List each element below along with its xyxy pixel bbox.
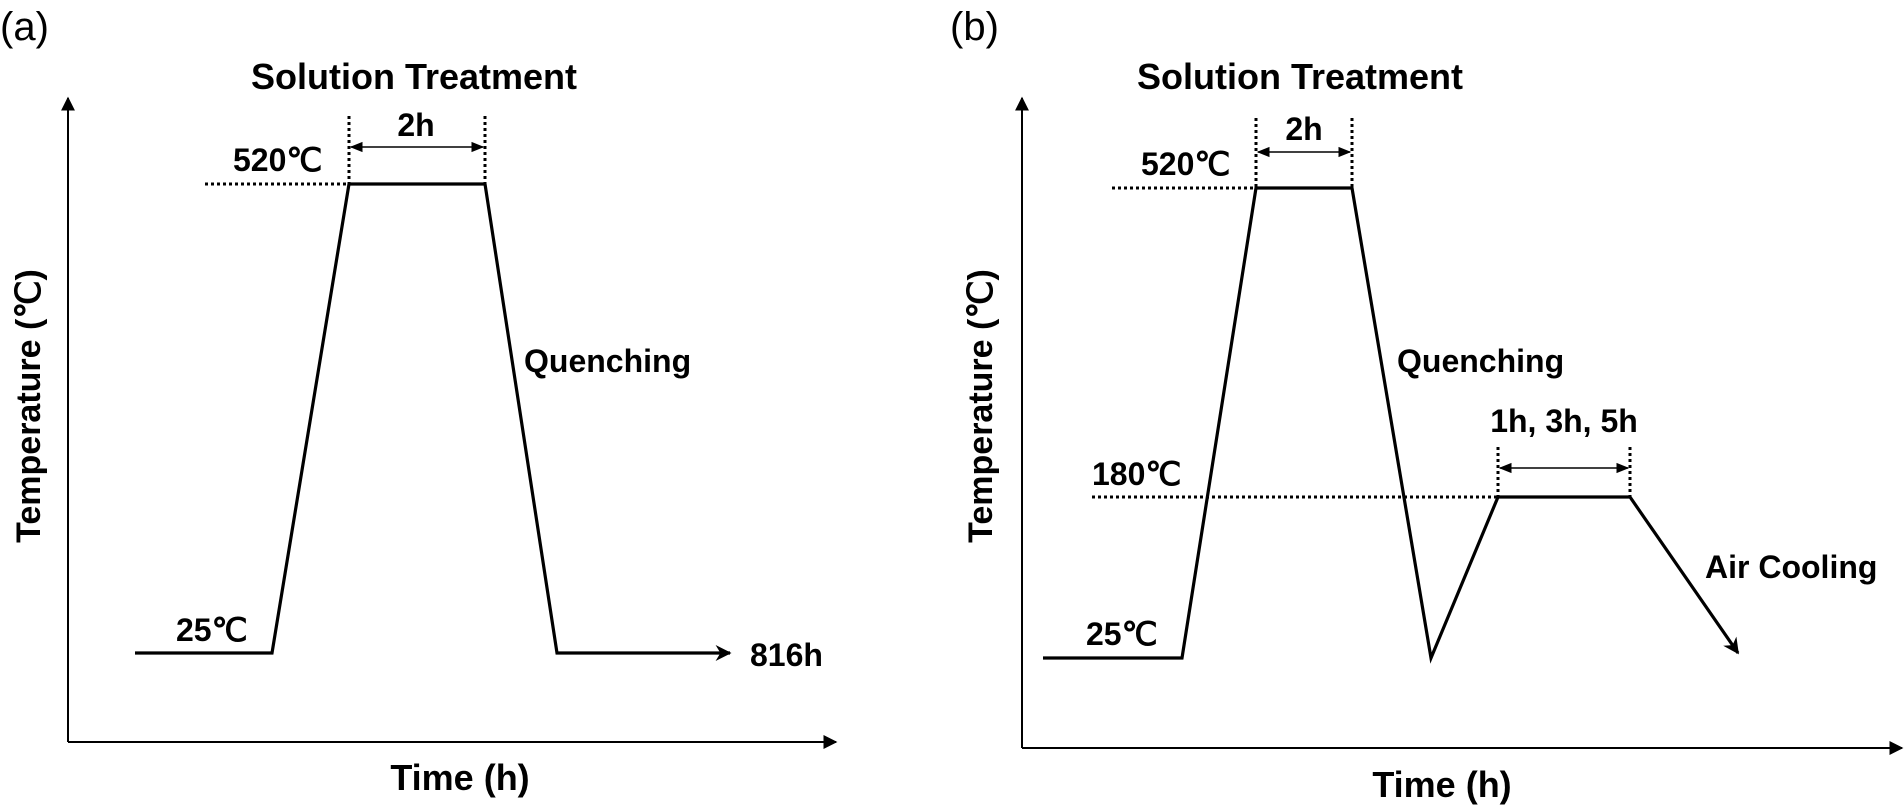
panel-b-aging-duration: 1h, 3h, 5h — [1490, 403, 1638, 439]
panel-b: (b) Solution Treatment Temperature (℃) T… — [950, 5, 1904, 805]
panel-a-title: Solution Treatment — [251, 56, 577, 97]
panel-b-quench-label: Quenching — [1397, 343, 1564, 379]
panel-a-hold-duration: 2h — [397, 107, 434, 143]
panel-b-title: Solution Treatment — [1137, 56, 1463, 97]
panel-b-temp-aging: 180℃ — [1092, 456, 1181, 492]
panel-a-temperature-profile — [135, 182, 732, 661]
panel-b-cool-label: Air Cooling — [1705, 549, 1877, 585]
panel-a-end-label: 816h — [750, 637, 823, 673]
panel-b-x-label: Time (h) — [1372, 764, 1511, 805]
panel-b-y-label: Temperature (℃) — [962, 269, 1000, 543]
panel-a-temp-room: 25℃ — [176, 612, 248, 648]
panel-a: (a) Solution Treatment Temperature (℃) T… — [0, 5, 838, 798]
panel-a-tag: (a) — [0, 5, 49, 49]
panel-b-hold-duration: 2h — [1285, 111, 1322, 147]
panel-a-temp-high: 520℃ — [233, 142, 322, 178]
panel-b-tag: (b) — [950, 5, 999, 49]
panel-b-temp-room: 25℃ — [1086, 616, 1158, 652]
panel-a-quench-label: Quenching — [524, 343, 691, 379]
panel-b-temperature-profile — [1043, 186, 1740, 664]
panel-a-x-label: Time (h) — [390, 757, 529, 798]
panel-b-temp-high: 520℃ — [1141, 146, 1230, 182]
panel-a-y-label: Temperature (℃) — [10, 269, 48, 543]
